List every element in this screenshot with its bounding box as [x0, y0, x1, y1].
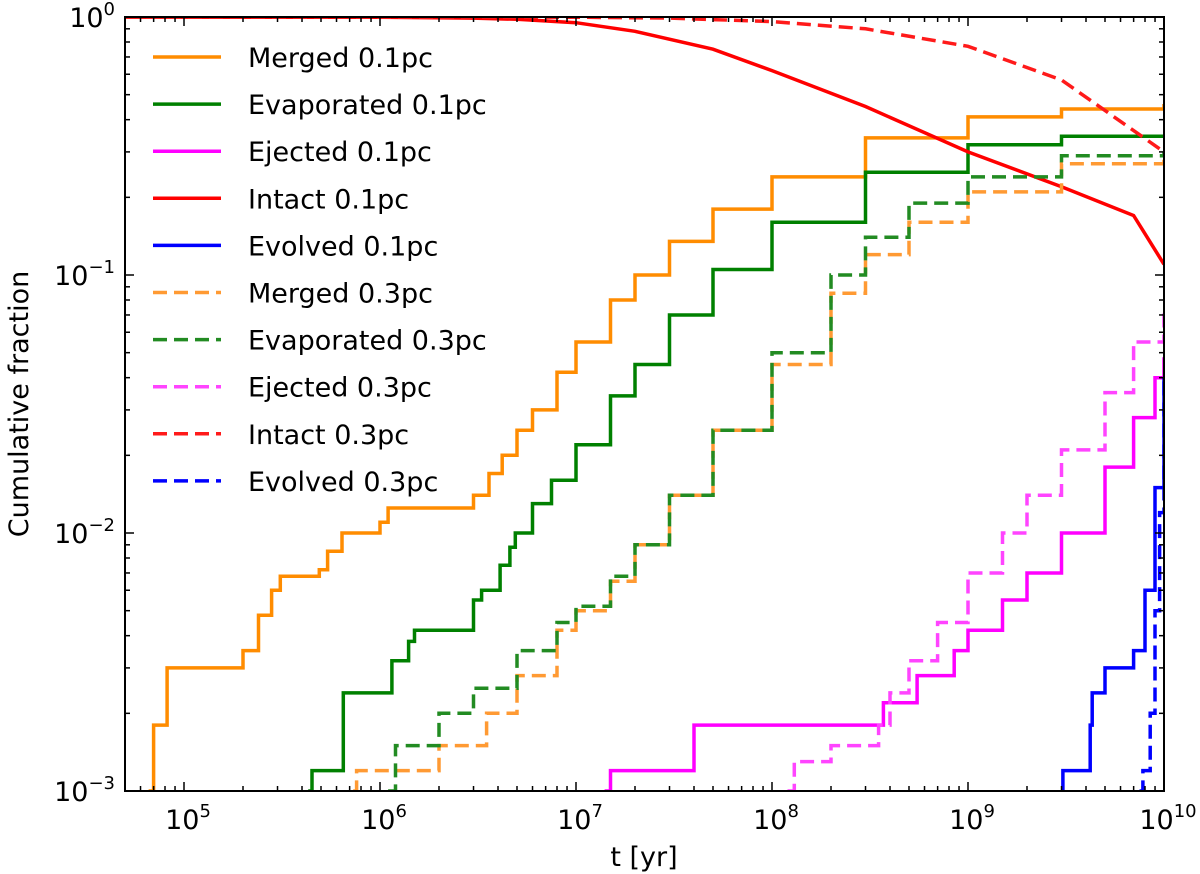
- legend: Merged 0.1pc Evaporated 0.1pc Ejected 0.1p…: [153, 43, 487, 498]
- series-line-9: [1139, 377, 1164, 791]
- ticks-layer: 105 106 107 108 109 1010 10−3 10−2 10−1 100: [54, 0, 1197, 836]
- legend-entry-0: Merged 0.1pc: [248, 43, 433, 74]
- series-line-5: [353, 155, 1164, 791]
- x-tick-label-5: 1010: [1139, 801, 1196, 836]
- legend-entry-6: Evaporated 0.3pc: [248, 326, 487, 357]
- y-tick-label-3: 100: [69, 0, 115, 34]
- legend-entry-3: Intact 0.1pc: [248, 184, 409, 215]
- x-tick-label-1: 106: [361, 801, 407, 836]
- y-tick-label-1: 10−2: [54, 515, 115, 550]
- x-tick-label-0: 105: [165, 801, 211, 836]
- series-layer: [125, 17, 1164, 791]
- y-tick-label-2: 10−1: [54, 257, 115, 292]
- legend-entry-4: Evolved 0.1pc: [248, 231, 438, 262]
- plot-frame: [124, 16, 1165, 792]
- legend-entry-8: Intact 0.3pc: [248, 420, 409, 451]
- series-line-1: [308, 134, 1164, 791]
- y-axis-label: Cumulative fraction: [4, 271, 35, 537]
- legend-entry-7: Ejected 0.3pc: [248, 373, 432, 404]
- legend-entry-5: Merged 0.3pc: [248, 279, 433, 310]
- legend-entry-2: Ejected 0.1pc: [248, 137, 432, 168]
- series-line-4: [1061, 377, 1164, 791]
- series-line-6: [388, 151, 1164, 791]
- x-axis-label: t [yr]: [610, 842, 677, 873]
- legend-entry-9: Evolved 0.3pc: [248, 467, 438, 498]
- series-line-0: [148, 104, 1164, 791]
- y-tick-label-0: 10−3: [54, 773, 115, 808]
- x-tick-label-3: 108: [753, 801, 799, 836]
- series-line-8: [125, 17, 1164, 154]
- series-line-7: [787, 307, 1164, 791]
- series-line-2: [604, 357, 1164, 791]
- x-tick-label-2: 107: [557, 801, 603, 836]
- x-tick-label-4: 109: [949, 801, 995, 836]
- legend-entry-1: Evaporated 0.1pc: [248, 90, 487, 121]
